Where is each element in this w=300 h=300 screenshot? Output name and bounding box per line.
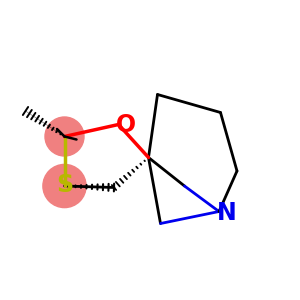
Text: N: N bbox=[217, 201, 236, 225]
Text: O: O bbox=[116, 112, 136, 136]
Circle shape bbox=[43, 164, 86, 208]
Text: S: S bbox=[56, 172, 73, 197]
Circle shape bbox=[45, 117, 84, 156]
